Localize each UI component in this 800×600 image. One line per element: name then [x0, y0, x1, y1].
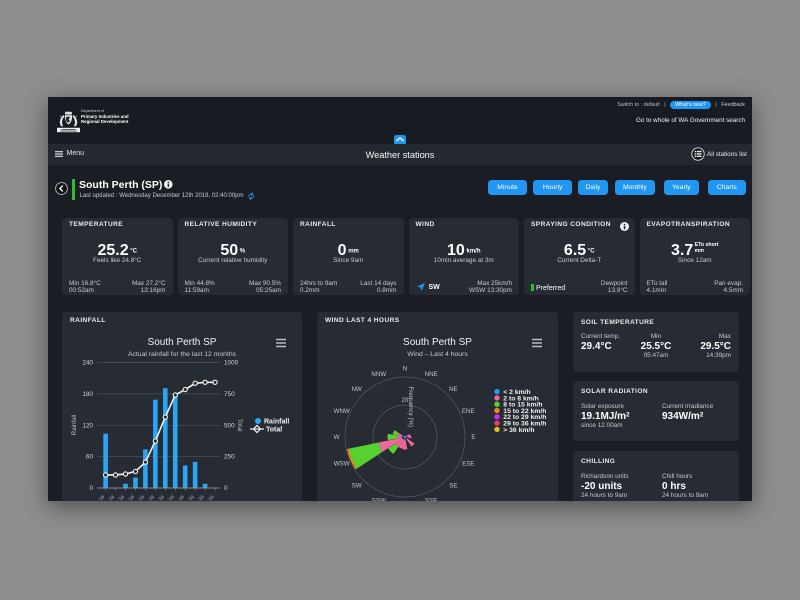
svg-text:> 36 km/h: > 36 km/h [503, 427, 534, 434]
svg-text:SE: SE [449, 483, 457, 490]
svg-text:2 to 8 km/h: 2 to 8 km/h [503, 395, 539, 402]
svg-text:’18: ’18 [137, 494, 145, 501]
svg-text:’18: ’18 [167, 494, 175, 501]
svg-text:’18: ’18 [117, 494, 125, 501]
svg-text:8 to 15 km/h: 8 to 15 km/h [503, 402, 542, 409]
svg-text:Total: Total [236, 418, 243, 431]
svg-text:WNW: WNW [334, 408, 350, 415]
svg-text:180: 180 [82, 391, 93, 398]
svg-text:240: 240 [82, 360, 93, 367]
svg-text:’18: ’18 [187, 494, 195, 501]
svg-text:20: 20 [402, 398, 409, 404]
svg-text:60: 60 [86, 454, 94, 461]
svg-text:SSW: SSW [372, 498, 386, 502]
svg-text:Total: Total [266, 427, 282, 434]
svg-text:’18: ’18 [157, 494, 165, 501]
svg-text:’18: ’18 [127, 494, 135, 501]
svg-text:Rainfall: Rainfall [71, 415, 78, 436]
svg-text:NW: NW [351, 386, 361, 393]
svg-text:750: 750 [224, 391, 235, 398]
svg-text:’18: ’18 [197, 494, 205, 501]
svg-text:22 to 29 km/h: 22 to 29 km/h [503, 414, 546, 421]
svg-text:ESE: ESE [462, 460, 474, 467]
svg-text:1000: 1000 [224, 360, 239, 367]
svg-text:’18: ’18 [107, 494, 115, 501]
svg-text:W: W [334, 434, 340, 441]
svg-text:250: 250 [224, 454, 235, 461]
svg-text:NNE: NNE [425, 371, 438, 378]
svg-text:120: 120 [82, 422, 93, 429]
svg-text:NNW: NNW [371, 371, 386, 378]
svg-text:’18: ’18 [177, 494, 185, 501]
svg-text:SSE: SSE [425, 498, 437, 502]
svg-text:< 2 km/h: < 2 km/h [503, 389, 530, 396]
svg-text:SW: SW [352, 483, 362, 490]
svg-text:15 to 22 km/h: 15 to 22 km/h [503, 408, 546, 415]
svg-text:E: E [471, 434, 475, 441]
svg-text:500: 500 [224, 422, 235, 429]
svg-text:’18: ’18 [147, 494, 155, 501]
svg-text:’18: ’18 [207, 494, 215, 501]
svg-text:’18: ’18 [97, 494, 105, 501]
svg-text:ENE: ENE [462, 408, 475, 415]
svg-text:N: N [403, 366, 407, 373]
svg-text:0: 0 [89, 485, 93, 492]
svg-text:Frequency (%): Frequency (%) [407, 387, 414, 428]
svg-text:0: 0 [224, 485, 228, 492]
svg-text:NE: NE [449, 386, 458, 393]
svg-text:Rainfall: Rainfall [264, 419, 289, 426]
svg-text:29 to 36 km/h: 29 to 36 km/h [503, 421, 546, 428]
svg-text:WSW: WSW [334, 460, 350, 467]
